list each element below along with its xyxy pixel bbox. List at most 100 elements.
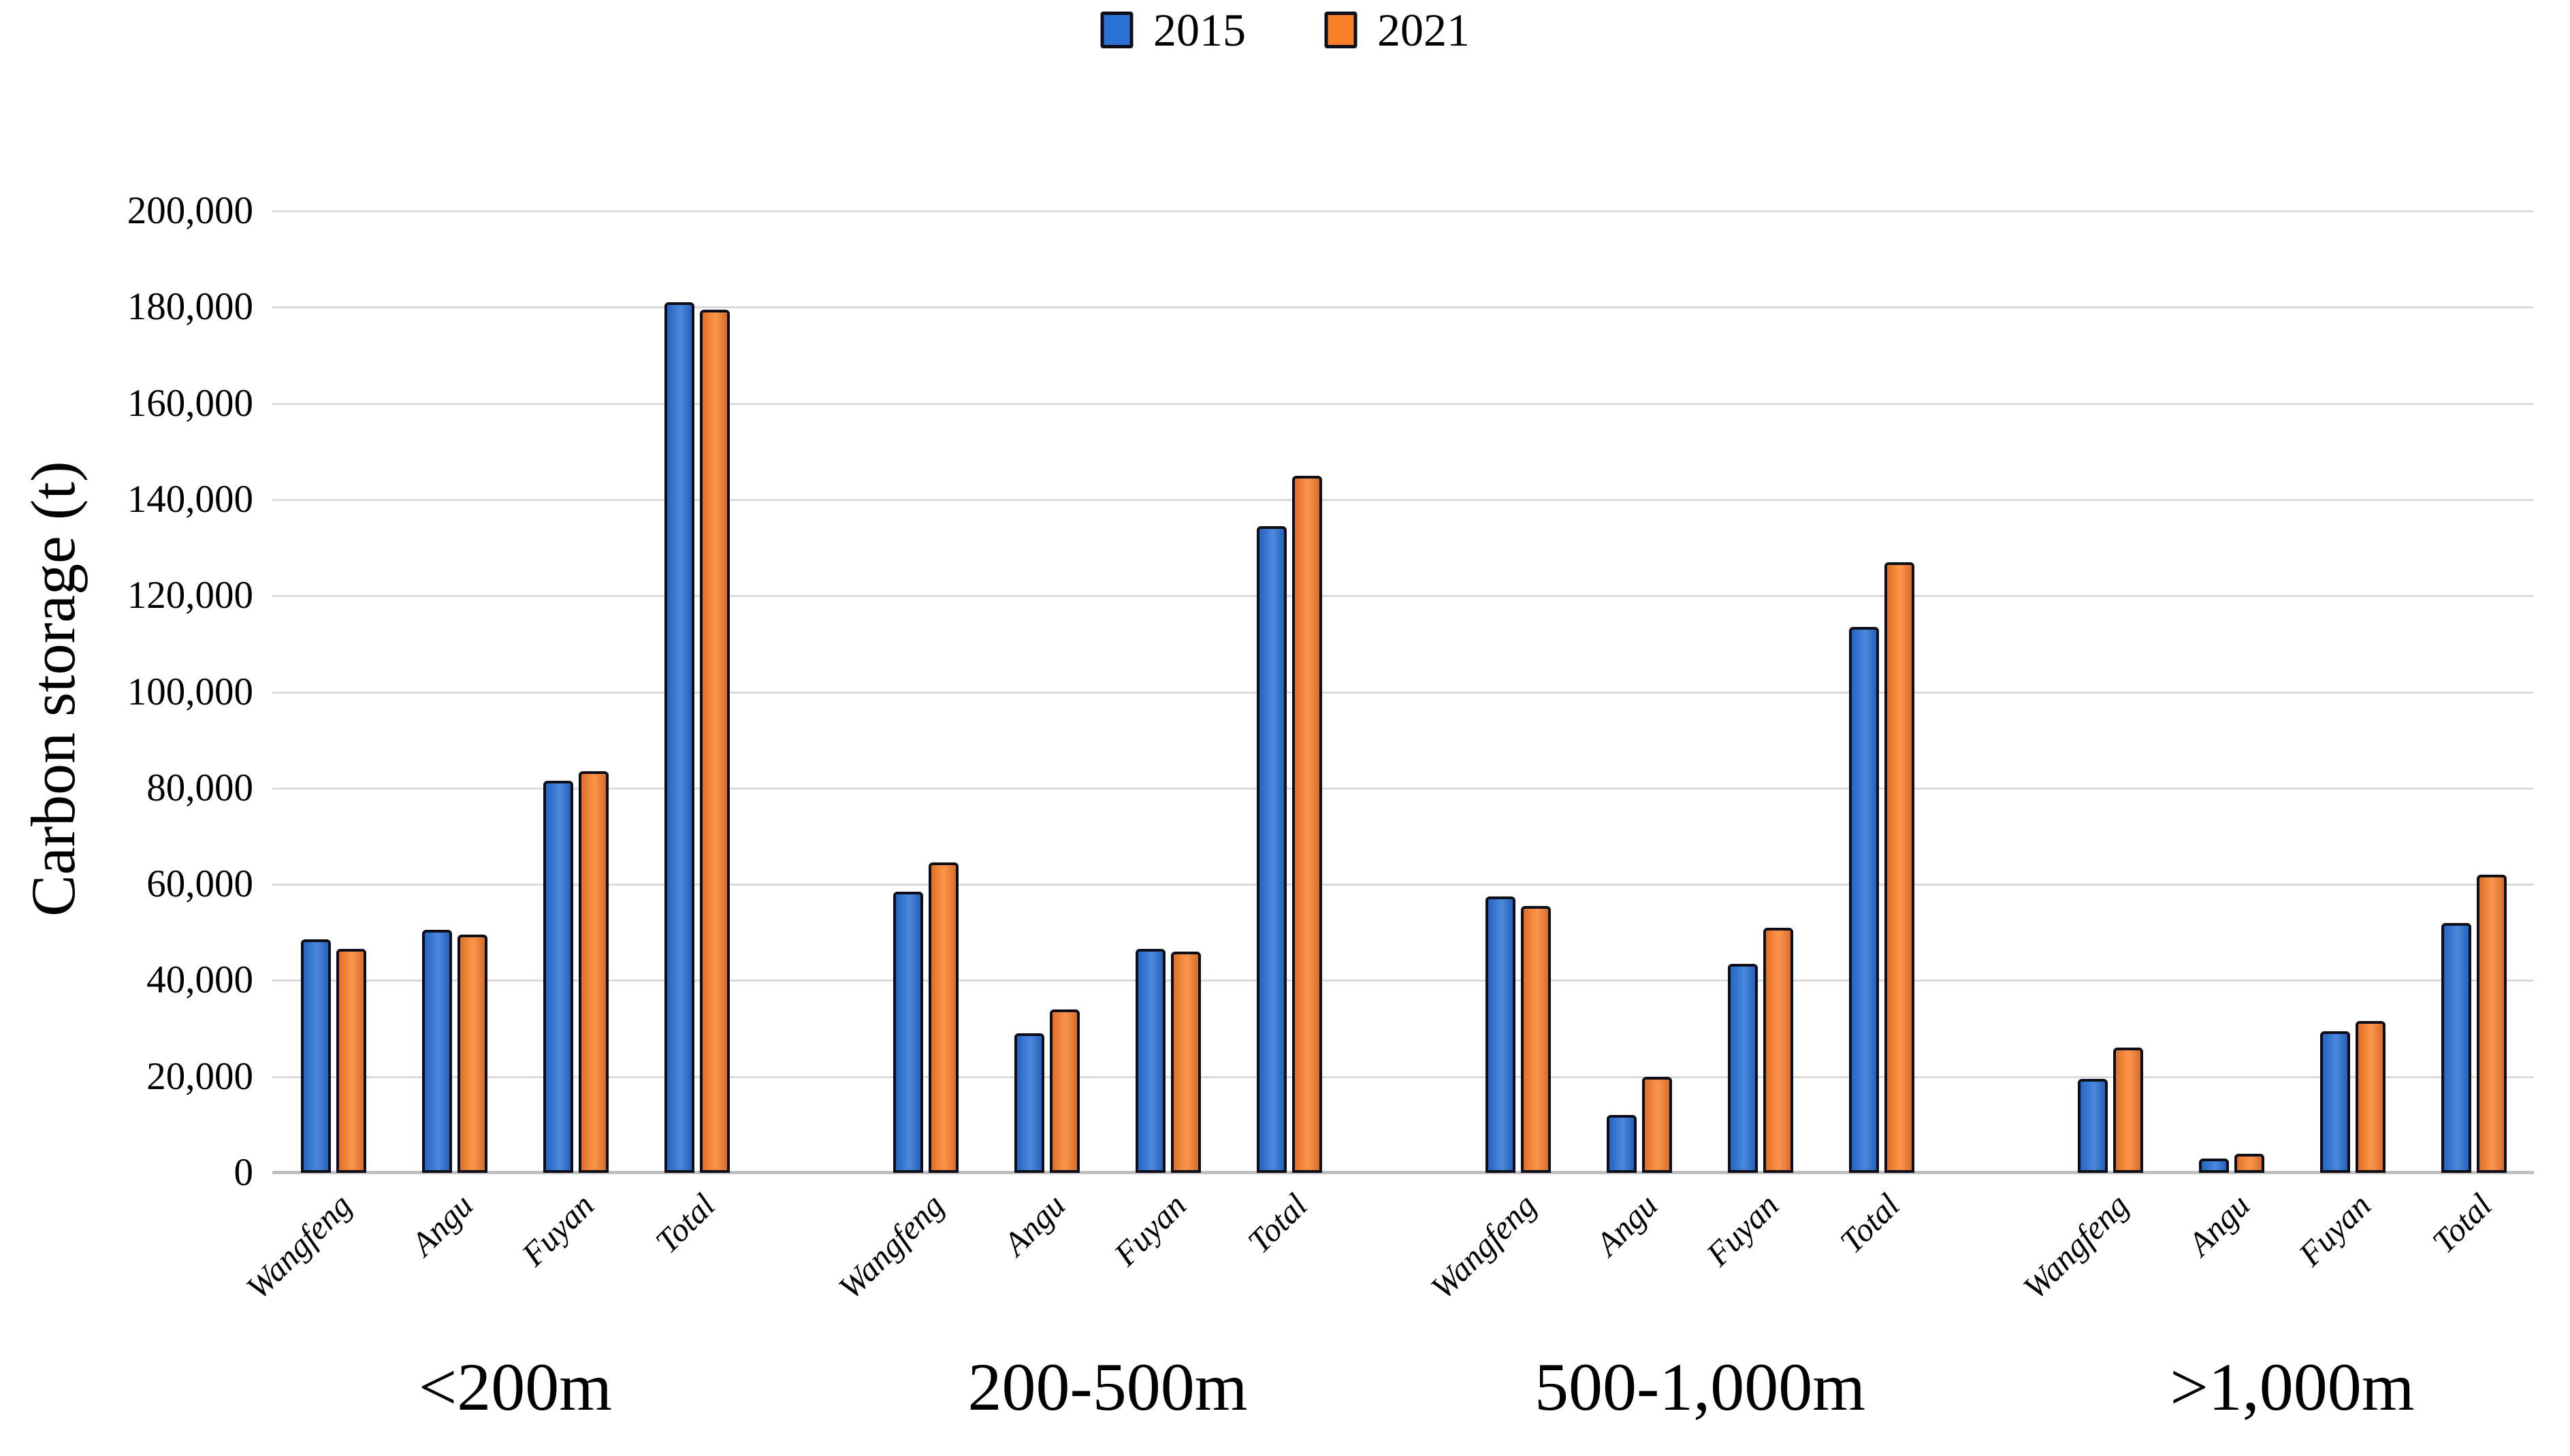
category-slot-total-group1: Total bbox=[648, 211, 730, 1261]
bar-2015-angu-group1 bbox=[422, 930, 452, 1173]
bar-2021-total-group2 bbox=[1292, 475, 1322, 1173]
category-slot-total-group2: Total bbox=[1240, 211, 1322, 1261]
category-slot-wangfeng-group2: Wangfeng bbox=[831, 211, 959, 1306]
y-tick-label-140,000: 140,000 bbox=[127, 477, 253, 521]
legend-swatch-2015 bbox=[1100, 12, 1133, 48]
y-tick-label-40,000: 40,000 bbox=[146, 958, 253, 1002]
bar-2021-wangfeng-group4 bbox=[2113, 1048, 2143, 1173]
bar-2021-angu-group2 bbox=[1050, 1009, 1080, 1173]
category-slot-fuyan-group1: Fuyan bbox=[514, 211, 609, 1273]
gridline-140,000 bbox=[272, 498, 2534, 501]
category-label-angu-group3: Angu bbox=[1588, 1186, 1665, 1263]
bar-2021-total-group1 bbox=[700, 309, 730, 1173]
category-slot-wangfeng-group4: Wangfeng bbox=[2016, 211, 2143, 1306]
bar-2015-total-group4 bbox=[2441, 922, 2471, 1173]
bar-2015-wangfeng-group4 bbox=[2078, 1079, 2108, 1173]
bar-2021-fuyan-group4 bbox=[2356, 1021, 2386, 1173]
group-label-3: 500-1,000m bbox=[1534, 1349, 1866, 1425]
gridline-160,000 bbox=[272, 402, 2534, 405]
gridline-180,000 bbox=[272, 306, 2534, 309]
category-label-fuyan-group4: Fuyan bbox=[2291, 1186, 2378, 1274]
y-tick-label-80,000: 80,000 bbox=[146, 766, 253, 809]
legend: 2015 2021 bbox=[1100, 7, 1470, 53]
bar-2015-wangfeng-group3 bbox=[1485, 896, 1515, 1173]
bar-group-3: Wangfeng Angu Fuyan Total bbox=[1424, 211, 1914, 1306]
bar-2015-fuyan-group2 bbox=[1136, 949, 1166, 1173]
bar-2021-fuyan-group3 bbox=[1763, 927, 1793, 1173]
bar-2021-total-group4 bbox=[2477, 874, 2507, 1173]
bar-2015-wangfeng-group2 bbox=[893, 891, 923, 1173]
bar-2015-angu-group3 bbox=[1607, 1115, 1637, 1173]
bar-group-2: Wangfeng Angu Fuyan Total bbox=[831, 211, 1322, 1306]
gridline-40,000 bbox=[272, 980, 2534, 982]
bar-2021-angu-group3 bbox=[1642, 1076, 1672, 1173]
y-tick-label-60,000: 60,000 bbox=[146, 862, 253, 906]
y-tick-label-180,000: 180,000 bbox=[127, 285, 253, 329]
bar-2015-angu-group4 bbox=[2199, 1158, 2229, 1173]
bar-group-4: Wangfeng Angu Fuyan Total bbox=[2016, 211, 2507, 1306]
y-tick-label-100,000: 100,000 bbox=[127, 670, 253, 713]
category-slot-total-group3: Total bbox=[1833, 211, 1914, 1261]
category-label-angu-group1: Angu bbox=[403, 1186, 480, 1263]
legend-label-2015: 2015 bbox=[1153, 4, 1246, 56]
gridline-120,000 bbox=[272, 595, 2534, 598]
gridline-60,000 bbox=[272, 884, 2534, 886]
category-label-total-group2: Total bbox=[1240, 1186, 1315, 1261]
bar-2015-wangfeng-group1 bbox=[301, 939, 331, 1173]
y-tick-label-160,000: 160,000 bbox=[127, 381, 253, 425]
bar-2021-angu-group4 bbox=[2234, 1153, 2264, 1173]
category-label-total-group1: Total bbox=[647, 1186, 722, 1261]
plot-area: Wangfeng Angu Fuyan Total Wangfeng Angu Fuyan T… bbox=[239, 210, 2534, 1306]
category-slot-angu-group1: Angu bbox=[404, 211, 487, 1263]
legend-item-2021: 2021 bbox=[1324, 7, 1470, 53]
category-slot-fuyan-group4: Fuyan bbox=[2291, 211, 2386, 1273]
bar-2021-fuyan-group1 bbox=[579, 771, 609, 1173]
bar-2015-total-group1 bbox=[664, 302, 694, 1173]
bar-2015-fuyan-group4 bbox=[2320, 1031, 2350, 1173]
y-tick-label-200,000: 200,000 bbox=[127, 189, 253, 232]
category-slot-angu-group2: Angu bbox=[996, 211, 1080, 1263]
category-label-wangfeng-group1: Wangfeng bbox=[238, 1186, 359, 1307]
category-label-fuyan-group1: Fuyan bbox=[514, 1186, 601, 1274]
category-label-wangfeng-group2: Wangfeng bbox=[831, 1186, 951, 1307]
bar-2015-total-group3 bbox=[1849, 627, 1879, 1173]
bar-2021-wangfeng-group2 bbox=[929, 862, 959, 1173]
gridline-200,000 bbox=[272, 210, 2534, 212]
gridline-20,000 bbox=[272, 1075, 2534, 1078]
category-label-angu-group4: Angu bbox=[2180, 1186, 2257, 1263]
category-slot-wangfeng-group1: Wangfeng bbox=[239, 211, 366, 1306]
bar-2015-fuyan-group1 bbox=[543, 781, 573, 1173]
bar-2021-fuyan-group2 bbox=[1171, 952, 1201, 1173]
bar-2021-wangfeng-group3 bbox=[1521, 905, 1551, 1173]
category-label-total-group4: Total bbox=[2424, 1186, 2499, 1261]
category-label-total-group3: Total bbox=[1832, 1186, 1907, 1261]
y-tick-label-0: 0 bbox=[234, 1151, 254, 1194]
bar-2015-angu-group2 bbox=[1014, 1033, 1044, 1173]
bar-2015-fuyan-group3 bbox=[1728, 963, 1758, 1173]
legend-label-2021: 2021 bbox=[1377, 4, 1470, 56]
category-slot-angu-group4: Angu bbox=[2181, 211, 2264, 1263]
gridline-100,000 bbox=[272, 691, 2534, 694]
x-axis-line bbox=[272, 1171, 2534, 1174]
category-label-angu-group2: Angu bbox=[995, 1186, 1072, 1263]
category-slot-wangfeng-group3: Wangfeng bbox=[1424, 211, 1551, 1306]
bar-group-1: Wangfeng Angu Fuyan Total bbox=[239, 211, 730, 1306]
category-slot-angu-group3: Angu bbox=[1588, 211, 1672, 1263]
y-tick-label-120,000: 120,000 bbox=[127, 574, 253, 617]
bar-2021-total-group3 bbox=[1884, 562, 1914, 1173]
category-slot-fuyan-group2: Fuyan bbox=[1106, 211, 1201, 1273]
group-label-4: >1,000m bbox=[2170, 1349, 2415, 1425]
bar-2021-wangfeng-group1 bbox=[336, 949, 366, 1173]
y-tick-label-20,000: 20,000 bbox=[146, 1054, 253, 1098]
bar-2021-angu-group1 bbox=[457, 935, 487, 1173]
group-label-2: 200-500m bbox=[967, 1349, 1248, 1425]
group-label-1: <200m bbox=[418, 1349, 613, 1425]
category-label-wangfeng-group3: Wangfeng bbox=[1423, 1186, 1543, 1307]
category-label-fuyan-group3: Fuyan bbox=[1699, 1186, 1786, 1274]
category-slot-total-group4: Total bbox=[2425, 211, 2507, 1261]
category-slot-fuyan-group3: Fuyan bbox=[1699, 211, 1793, 1273]
legend-swatch-2021 bbox=[1324, 12, 1357, 48]
category-label-fuyan-group2: Fuyan bbox=[1106, 1186, 1193, 1274]
legend-item-2015: 2015 bbox=[1100, 7, 1246, 53]
